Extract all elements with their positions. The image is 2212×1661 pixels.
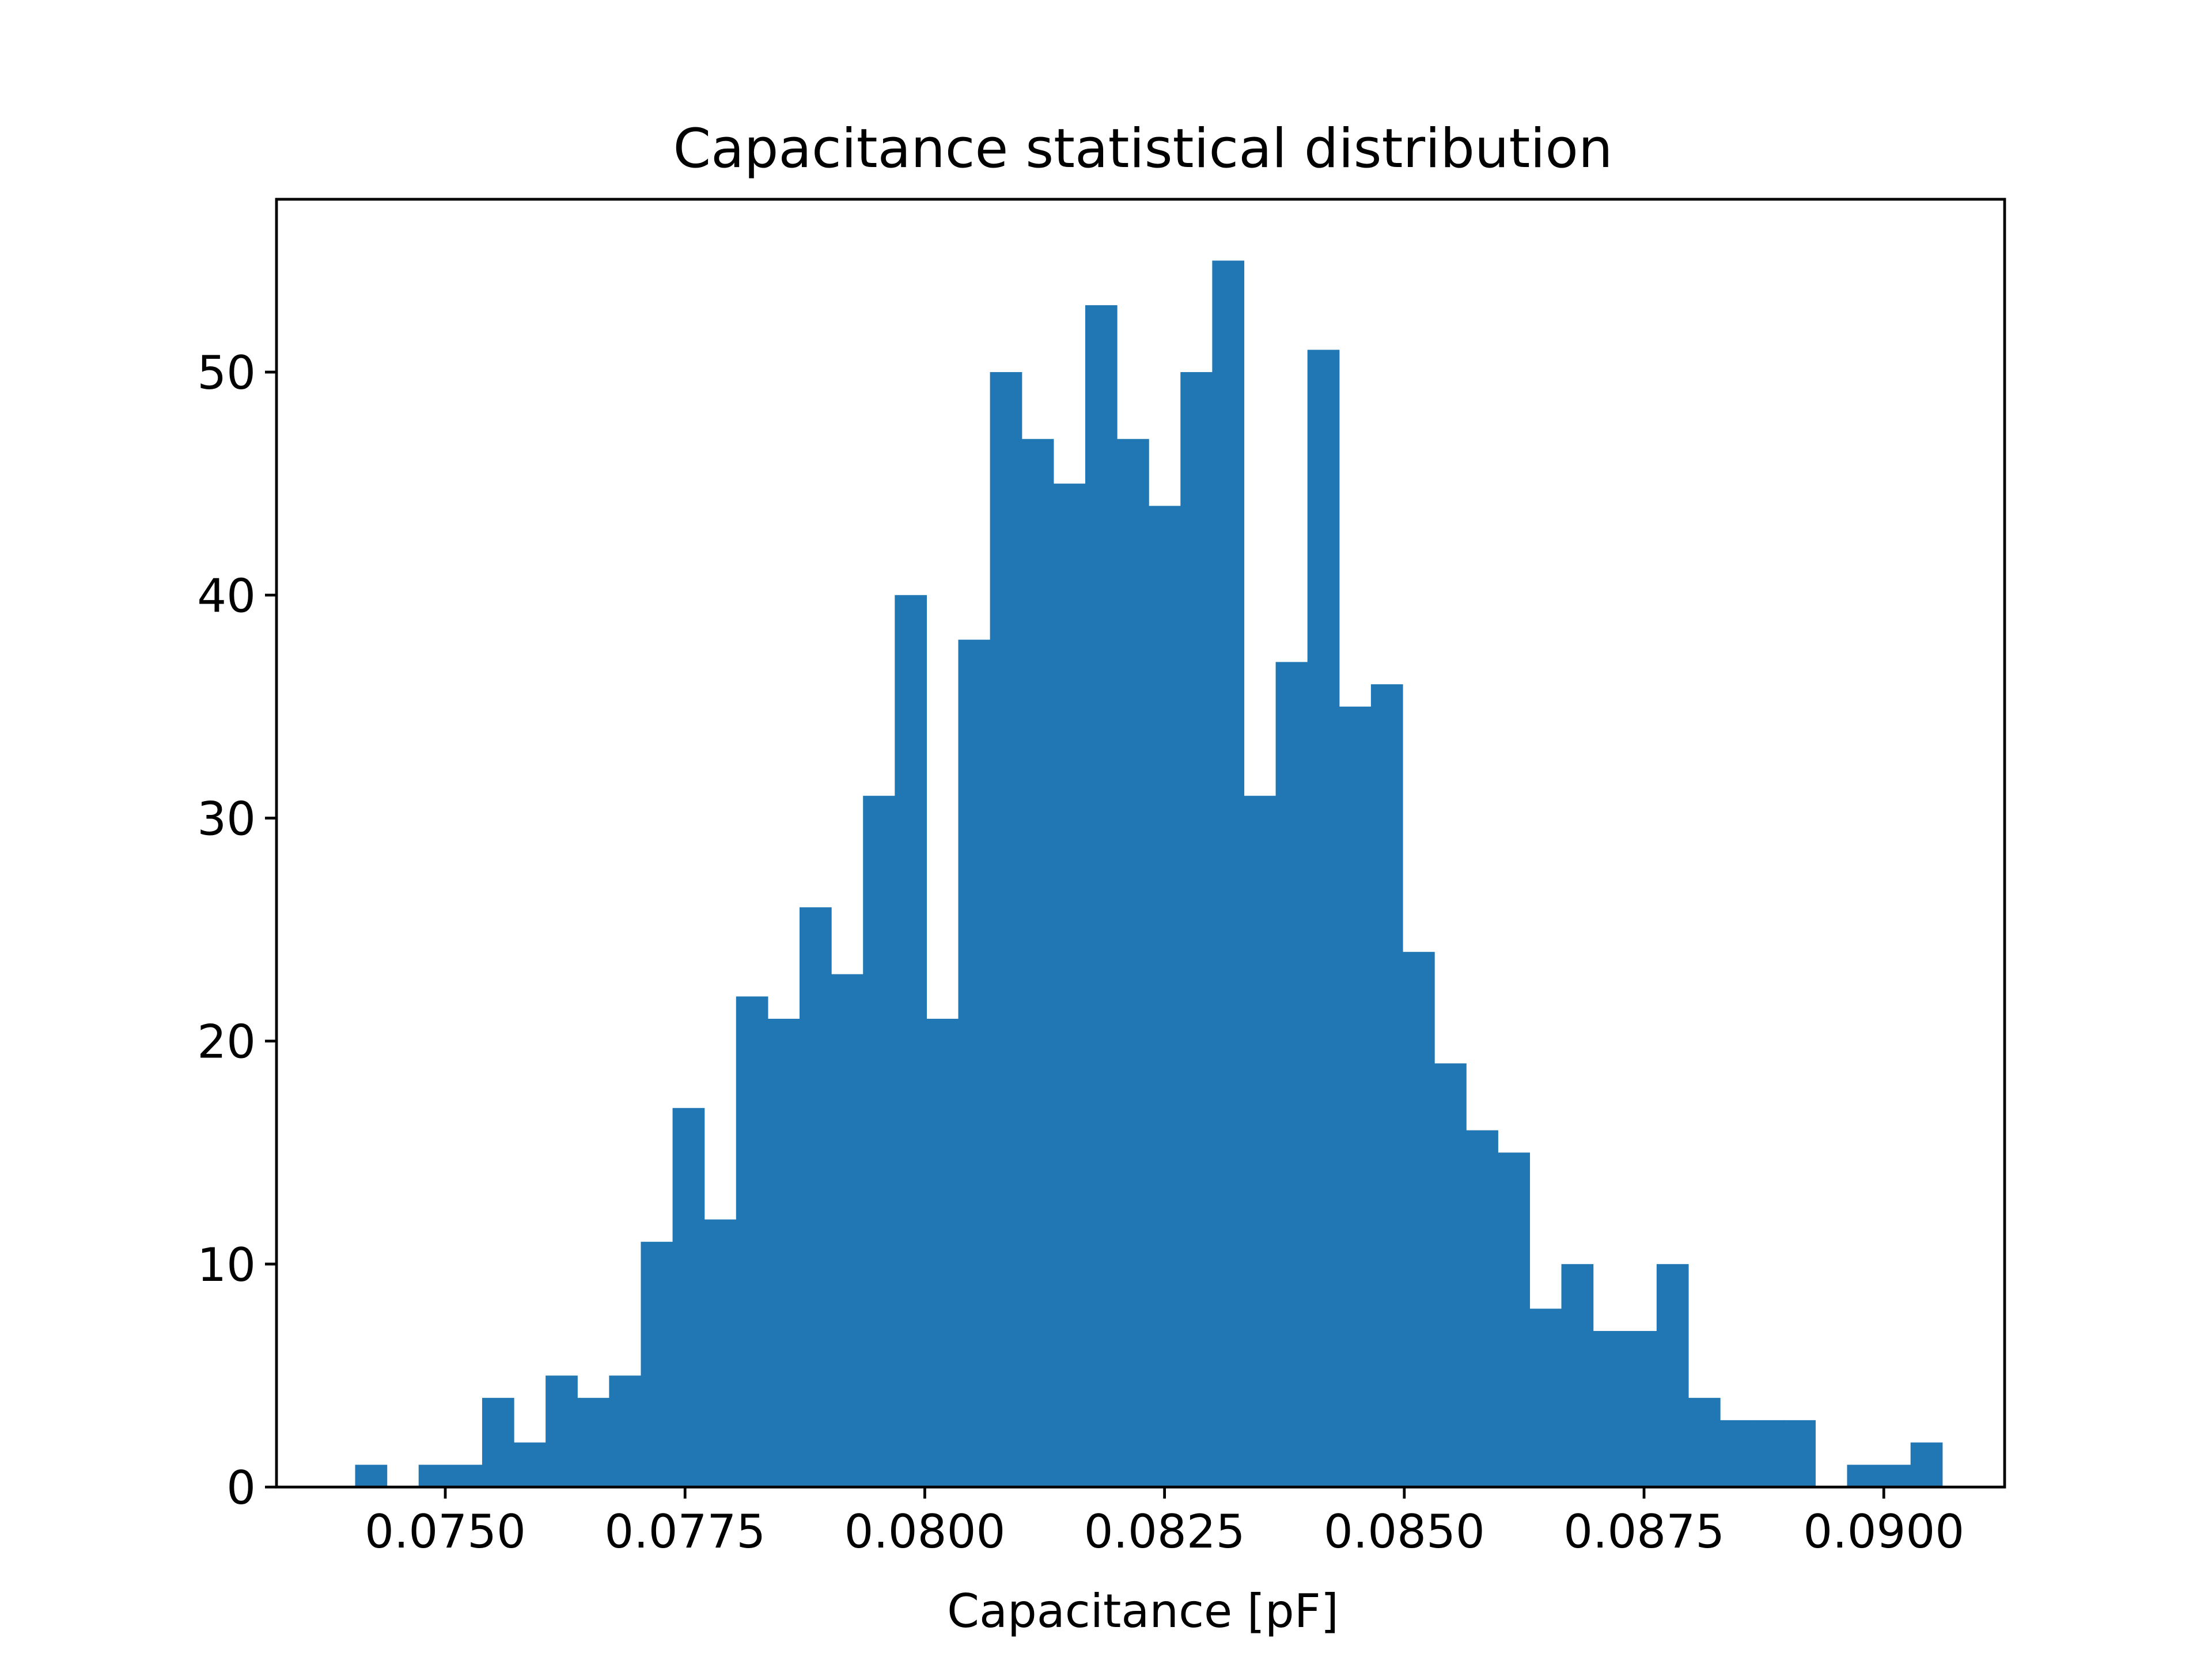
histogram-bar [577, 1398, 609, 1487]
histogram-bar [1752, 1420, 1784, 1487]
histogram-bar [418, 1465, 451, 1487]
y-tick-label: 40 [197, 569, 256, 623]
x-tick-label: 0.0800 [844, 1505, 1005, 1558]
histogram-bar [990, 372, 1022, 1487]
histogram-bar [1498, 1152, 1531, 1487]
histogram-bar [1847, 1465, 1880, 1487]
histogram-bar [767, 1018, 800, 1487]
histogram-bar [1053, 483, 1086, 1487]
y-tick-label: 50 [197, 346, 256, 400]
x-tick-label: 0.0875 [1563, 1505, 1725, 1558]
x-tick-label: 0.0900 [1803, 1505, 1964, 1558]
histogram-bar [641, 1242, 673, 1487]
histogram-bar [895, 595, 927, 1487]
histogram-bar [1910, 1442, 1943, 1487]
histogram-bar [355, 1465, 388, 1487]
histogram-bar [831, 974, 863, 1487]
histogram-bar [1149, 506, 1181, 1487]
histogram-bar [514, 1442, 546, 1487]
plot-frame [275, 198, 2006, 1489]
histogram-bar [1117, 439, 1149, 1487]
histogram-bar [1720, 1420, 1752, 1487]
histogram-bar [1561, 1264, 1594, 1487]
histogram-bar [958, 639, 991, 1487]
y-axis: 0 10 20 30 40 50 [197, 346, 276, 1515]
x-tick-label: 0.0825 [1084, 1505, 1245, 1558]
histogram-bar [1021, 439, 1054, 1487]
x-axis-label: Capacitance [pF] [947, 1584, 1339, 1638]
histogram-bar [672, 1108, 705, 1487]
histogram-bar [1402, 951, 1435, 1487]
histogram-bar [1339, 706, 1372, 1487]
chart-title: Capacitance statistical distribution [673, 117, 1612, 180]
x-tick-label: 0.0750 [365, 1505, 526, 1558]
y-tick-label: 30 [197, 792, 256, 845]
histogram-bar [704, 1219, 737, 1487]
histogram-bar [1783, 1420, 1816, 1487]
histogram-bar [1656, 1264, 1689, 1487]
histogram-bars [355, 260, 1943, 1488]
histogram-bar [736, 996, 768, 1487]
histogram-bar [1434, 1063, 1467, 1487]
x-tick-label: 0.0775 [604, 1505, 766, 1558]
histogram-bar [1307, 350, 1340, 1488]
histogram-bar [1593, 1330, 1626, 1487]
histogram-bar [609, 1375, 642, 1487]
histogram-bar [1529, 1309, 1562, 1487]
histogram-bar [1180, 372, 1213, 1487]
histogram-bar [1370, 684, 1403, 1487]
histogram-bar [546, 1375, 578, 1487]
histogram-bar [799, 907, 832, 1487]
histogram-bar [1624, 1330, 1657, 1487]
histogram-bar [1212, 260, 1245, 1488]
histogram-bar [482, 1398, 514, 1487]
y-tick-label: 0 [226, 1461, 256, 1515]
histogram-bar [1878, 1465, 1911, 1487]
histogram-bar [1275, 662, 1308, 1487]
histogram-bar [1244, 795, 1277, 1487]
histogram-bar [1085, 305, 1118, 1488]
y-tick-label: 10 [197, 1238, 256, 1292]
histogram-bar [863, 795, 895, 1487]
x-axis: 0.0750 0.0775 0.0800 0.0825 0.0850 0.0875 0.09… [365, 1487, 1964, 1558]
histogram-bar [926, 1018, 959, 1487]
x-tick-label: 0.0850 [1324, 1505, 1485, 1558]
histogram-bar [450, 1465, 483, 1487]
y-tick-label: 20 [197, 1015, 256, 1069]
histogram-bar [1688, 1398, 1721, 1487]
histogram-bar [1466, 1130, 1498, 1487]
